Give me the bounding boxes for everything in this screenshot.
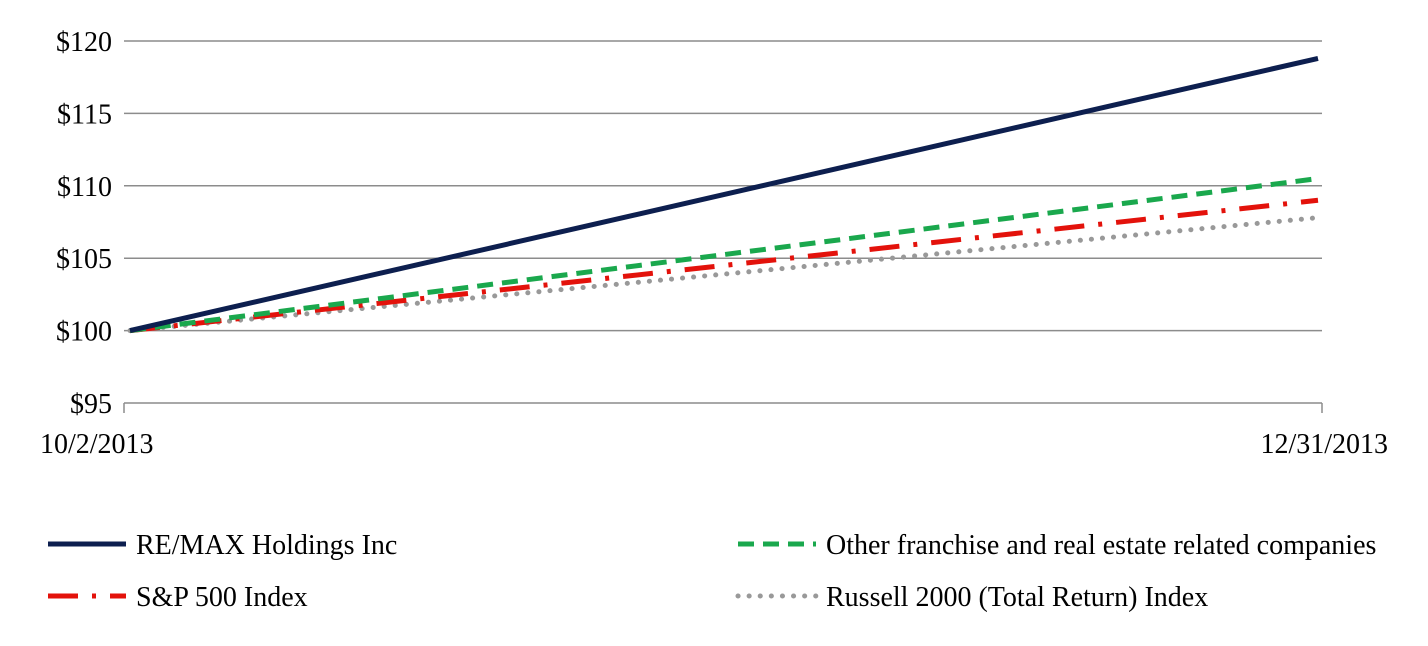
legend-label: Russell 2000 (Total Return) Index (826, 582, 1208, 613)
y-tick-label: $120 (56, 27, 112, 58)
axes (123, 402, 1323, 413)
x-tick-label: 10/2/2013 (40, 429, 154, 460)
series-line (129, 176, 1319, 334)
y-tick-label: $100 (56, 317, 112, 348)
y-tick-label: $110 (57, 172, 112, 203)
y-tick-label: $105 (56, 244, 112, 275)
legend-label: RE/MAX Holdings Inc (136, 530, 397, 561)
x-tick-label: 12/31/2013 (1260, 429, 1388, 460)
series-lines (127, 55, 1321, 334)
y-tick-label: $115 (57, 99, 112, 130)
gridlines (124, 40, 1322, 332)
series-line (129, 197, 1319, 334)
legend-label: Other franchise and real estate related … (826, 530, 1376, 561)
legend-label: S&P 500 Index (136, 582, 308, 613)
y-axis-ticks: $95 $100 $105 $110 $115 $120 (56, 27, 112, 420)
y-tick-label: $95 (70, 389, 112, 420)
series-line (127, 215, 1321, 334)
series-line (129, 55, 1319, 334)
x-axis-ticks: 10/2/2013 12/31/2013 (40, 429, 1388, 460)
legend: RE/MAX Holdings Inc Other franchise and r… (48, 530, 1376, 613)
